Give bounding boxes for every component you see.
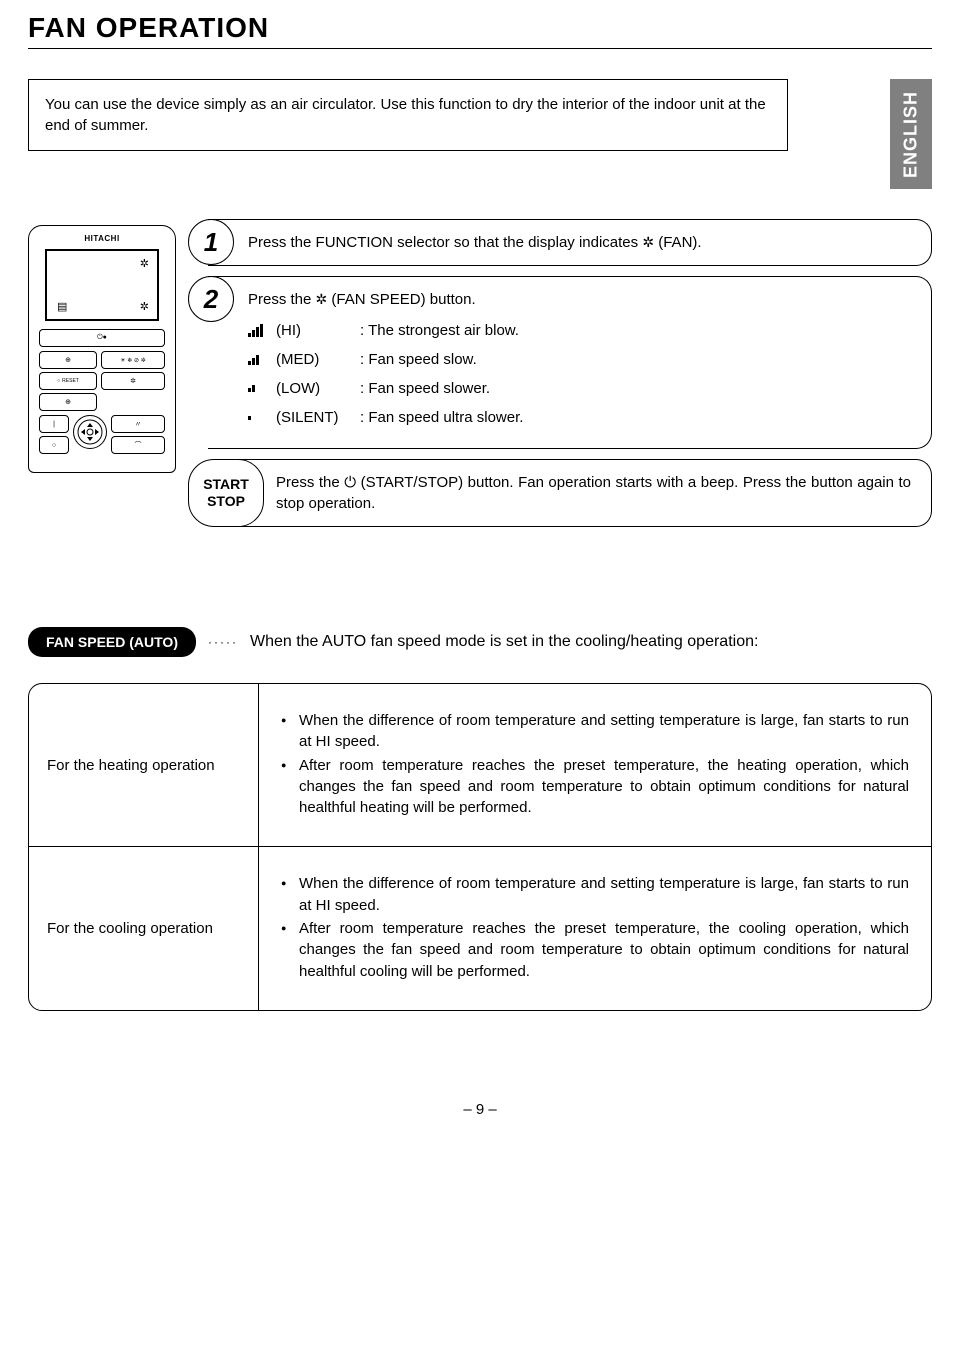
start-stop-icon: ⏻ [344, 474, 356, 491]
page-number: – 9 – [28, 1101, 932, 1118]
speed-row-low: (LOW) : Fan speed slower. [248, 378, 911, 399]
remote-dpad [73, 415, 107, 449]
remote-screen: ✲ ▤ ✲ [45, 249, 159, 321]
fan-speed-auto-row: FAN SPEED (AUTO) ····· When the AUTO fan… [28, 627, 932, 657]
step-text: Press the [276, 474, 344, 491]
step-text: (FAN SPEED) button. [327, 291, 475, 308]
remote-button: ⌒ [111, 436, 165, 454]
speed-desc: : Fan speed slower. [360, 378, 490, 399]
auto-row-cooling: For the cooling operation When the diffe… [29, 846, 931, 1009]
auto-bullet: After room temperature reaches the prese… [281, 918, 909, 982]
steps-column: 1 Press the FUNCTION selector so that th… [188, 219, 932, 537]
remote-button: ✲ [101, 372, 165, 390]
speed-label: (HI) [276, 320, 352, 341]
fan-icon: ✲ [316, 291, 328, 307]
start-stop-label: START STOP [188, 459, 264, 527]
step-body: Press the FUNCTION selector so that the … [208, 219, 932, 266]
bars-icon: ▤ [57, 300, 67, 313]
remote-button: | [39, 415, 69, 433]
speed-label: (SILENT) [276, 407, 352, 428]
auto-cooling-body: When the difference of room temperature … [259, 847, 931, 1009]
speed-desc: : Fan speed ultra slower. [360, 407, 523, 428]
speed-desc: : Fan speed slow. [360, 349, 477, 370]
remote-button: ⊕ [39, 351, 97, 369]
speed-icon [248, 385, 268, 392]
step-number: 2 [188, 276, 234, 322]
speed-row-hi: (HI) : The strongest air blow. [248, 320, 911, 341]
fan-icon: ✲ [140, 300, 149, 313]
stop-label: STOP [207, 493, 245, 510]
step-text: (FAN). [654, 234, 702, 251]
fan-icon: ✲ [140, 257, 149, 270]
remote-brand: HITACHI [39, 234, 165, 243]
auto-row-heating: For the heating operation When the diffe… [29, 684, 931, 846]
remote-illustration: HITACHI ✲ ▤ ✲ ⏻● ⊕ ○RESET ⊕ ☀ ❄ ⊘ ✲ ✲ [28, 225, 176, 473]
fan-speed-auto-badge: FAN SPEED (AUTO) [28, 627, 196, 657]
auto-heating-label: For the heating operation [29, 684, 259, 846]
speed-label: (LOW) [276, 378, 352, 399]
remote-button: ⏻● [39, 329, 165, 347]
remote-button: ⊕ [39, 393, 97, 411]
auto-bullet: When the difference of room temperature … [281, 873, 909, 916]
start-label: START [203, 476, 249, 493]
step-text: (START/STOP) button. Fan operation start… [276, 474, 911, 512]
page-title: FAN OPERATION [28, 12, 932, 49]
auto-lead-text: When the AUTO fan speed mode is set in t… [250, 633, 758, 651]
speed-table: (HI) : The strongest air blow. (MED) : F… [248, 320, 911, 428]
intro-row: You can use the device simply as an air … [28, 79, 932, 189]
remote-button: ☀ ❄ ⊘ ✲ [101, 351, 165, 369]
speed-icon [248, 324, 268, 337]
remote-button: 〃 [111, 415, 165, 433]
auto-bullet: When the difference of room temperature … [281, 710, 909, 753]
fan-icon: ✲ [642, 234, 654, 250]
auto-bullet: After room temperature reaches the prese… [281, 755, 909, 819]
remote-reset-button: ○RESET [39, 372, 97, 390]
speed-icon [248, 355, 268, 365]
auto-cooling-label: For the cooling operation [29, 847, 259, 1009]
intro-box: You can use the device simply as an air … [28, 79, 788, 151]
auto-heating-body: When the difference of room temperature … [259, 684, 931, 846]
main-content: HITACHI ✲ ▤ ✲ ⏻● ⊕ ○RESET ⊕ ☀ ❄ ⊘ ✲ ✲ [28, 219, 932, 537]
language-tab: ENGLISH [890, 79, 932, 189]
step-number: 1 [188, 219, 234, 265]
step-2: 2 Press the ✲ (FAN SPEED) button. (HI) :… [188, 276, 932, 449]
leader-dots: ····· [208, 635, 238, 649]
speed-icon [248, 416, 268, 420]
auto-table: For the heating operation When the diffe… [28, 683, 932, 1011]
step-body: Press the ✲ (FAN SPEED) button. (HI) : T… [208, 276, 932, 449]
remote-button: ○ [39, 436, 69, 454]
step-start-stop: START STOP Press the ⏻ (START/STOP) butt… [188, 459, 932, 527]
step-1: 1 Press the FUNCTION selector so that th… [188, 219, 932, 266]
speed-row-med: (MED) : Fan speed slow. [248, 349, 911, 370]
step-text: Press the [248, 291, 316, 308]
step-body: Press the ⏻ (START/STOP) button. Fan ope… [230, 459, 932, 527]
step-text: Press the FUNCTION selector so that the … [248, 234, 642, 251]
speed-desc: : The strongest air blow. [360, 320, 519, 341]
speed-row-silent: (SILENT) : Fan speed ultra slower. [248, 407, 911, 428]
speed-label: (MED) [276, 349, 352, 370]
